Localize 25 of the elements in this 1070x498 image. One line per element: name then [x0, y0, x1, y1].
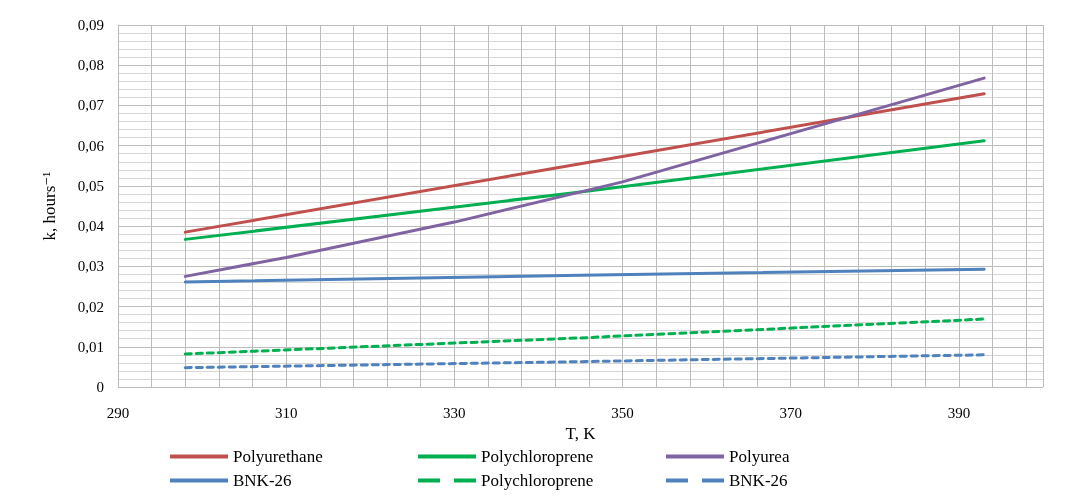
x-tick-label: 390: [947, 404, 971, 421]
legend-label: Polyurea: [729, 447, 790, 466]
y-tick-label: 0: [96, 379, 104, 395]
y-tick-label: 0,05: [77, 177, 104, 194]
x-tick-label: 290: [106, 404, 130, 421]
y-tick-label: 0,08: [77, 57, 104, 74]
line-series: [183, 76, 986, 278]
x-tick-label: 330: [443, 404, 466, 421]
legend-label: Polyurethane: [233, 447, 323, 466]
y-tick-label: 0,03: [77, 258, 104, 275]
y-tick-label: 0,04: [77, 218, 105, 235]
y-tick-label: 0,07: [77, 97, 105, 114]
y-axis-title: k, hours⁻¹: [40, 171, 59, 241]
x-axis-title: T, K: [565, 423, 597, 443]
legend-label: BNK-26: [729, 471, 788, 490]
x-tick-label: 310: [274, 404, 298, 421]
y-tick-label: 0,02: [77, 298, 104, 315]
y-tick-label: 0,09: [77, 17, 104, 33]
x-tick-label: 370: [779, 404, 802, 421]
x-tick-label: 350: [611, 404, 634, 421]
y-tick-label: 0,06: [77, 137, 105, 154]
legend-label: BNK-26: [233, 471, 292, 490]
legend-label: Polychloroprene: [481, 447, 594, 466]
y-tick-label: 0,01: [77, 338, 104, 355]
legend-label: Polychloroprene: [481, 471, 594, 490]
